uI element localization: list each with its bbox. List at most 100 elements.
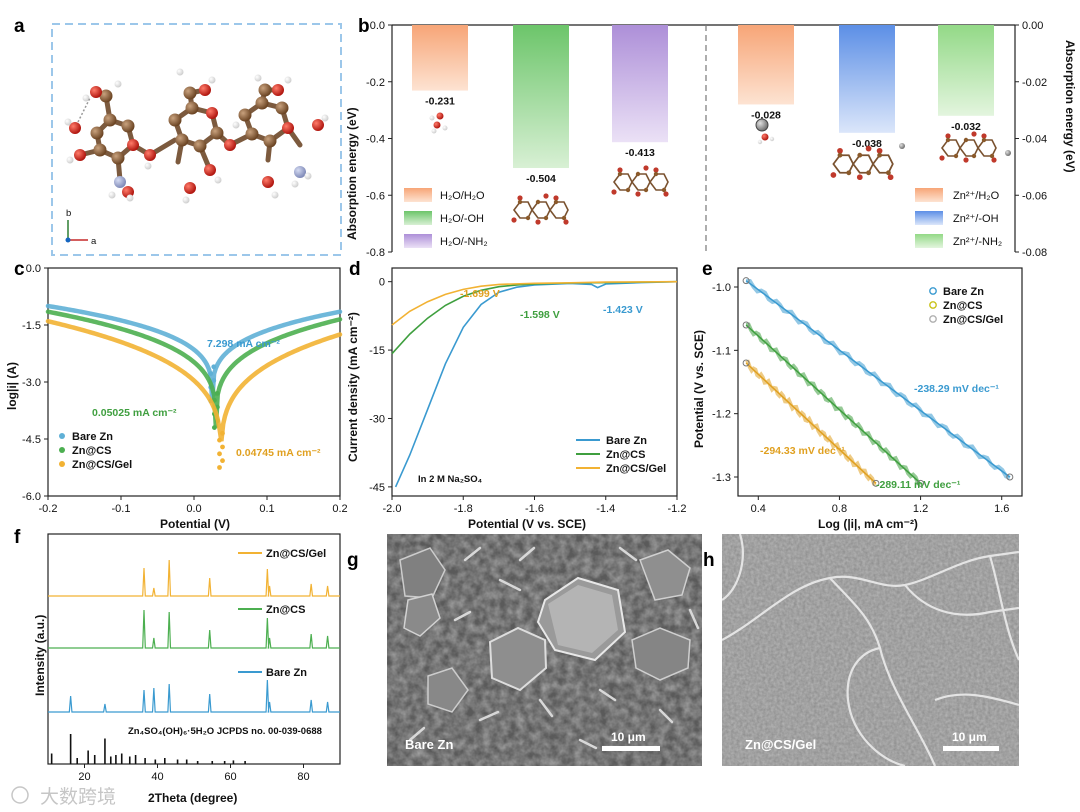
sem-h-scale-label: 10 μm: [952, 730, 987, 744]
b-legend-label: H₂O/-OH: [440, 213, 484, 225]
b-bar-right-1: [839, 25, 895, 133]
e-ytick-label: -1.3: [712, 472, 731, 484]
b-right-ytick-label: -0.08: [1022, 247, 1047, 259]
axis-indicator: b a: [65, 208, 97, 247]
b-left-ytick-label: -0.4: [366, 134, 385, 146]
e-annotation-bare-zn: -238.29 mV dec⁻¹: [914, 383, 999, 395]
f-xtick-label: 60: [224, 771, 236, 783]
c-data-point: [217, 465, 222, 470]
b-right-ytick-label: -0.04: [1022, 134, 1047, 146]
c-xtick-label: 0.1: [259, 503, 274, 515]
f-legend-label: Zn@CS: [266, 604, 305, 616]
e-legend-label: Zn@CS: [943, 300, 982, 312]
sem-g-label: Bare Zn: [405, 737, 453, 752]
f-series-pattern: [48, 559, 340, 597]
e-end-point: [917, 479, 925, 487]
f-series-pattern: [48, 679, 340, 713]
b-legend-label: H₂O/-NH₂: [440, 236, 488, 248]
watermark-text: 大数跨境: [40, 786, 116, 808]
c-legend-marker: [59, 447, 65, 453]
e-ylabel: Potential (V vs. SCE): [692, 330, 706, 448]
e-end-point: [742, 359, 750, 367]
b-ylabel-right: Absorption energy (eV): [1063, 40, 1077, 173]
f-xtick-label: 40: [151, 771, 163, 783]
c-ylabel: log|i| (A): [5, 362, 19, 410]
panel-label-f: f: [14, 527, 21, 548]
panel-label-c: c: [14, 259, 25, 280]
e-ytick-label: -1.2: [712, 409, 731, 421]
d-xtick-label: -1.8: [454, 503, 473, 515]
e-legend-marker: [929, 301, 937, 309]
sem-image-zn-cs-gel: [722, 534, 1019, 766]
b-bar-label: -0.231: [425, 96, 455, 108]
watermark-logo-icon: [11, 786, 29, 804]
c-data-point: [211, 364, 217, 370]
e-xtick-label: 1.2: [913, 503, 928, 515]
d-xtick-label: -2.0: [383, 503, 402, 515]
b-legend-label-right: Zn²⁺/-NH₂: [953, 236, 1002, 248]
c-data-point: [220, 430, 225, 436]
f-legend-label: Zn@CS/Gel: [266, 548, 326, 560]
c-ytick-label: -1.5: [22, 320, 41, 332]
c-xtick-label: -0.1: [112, 503, 131, 515]
b-legend-swatch-right: [915, 188, 943, 202]
b-bar-right-label: -0.038: [852, 138, 882, 150]
sem-g-scale-bar: [602, 746, 660, 751]
c-data-point: [208, 371, 214, 377]
d-annotation-bare-zn: -1.423 V: [603, 304, 643, 316]
c-series-line: [45, 318, 343, 442]
c-legend-label: Zn@CS: [72, 445, 111, 457]
d-xtick-label: -1.4: [596, 503, 615, 515]
e-plot-frame: [737, 267, 1023, 497]
panel-h: h Zn@CS/Gel 10 μm: [703, 534, 1019, 766]
b-right-ytick-label: 0.00: [1022, 20, 1043, 32]
f-ylabel: Intensity (a.u.): [33, 615, 47, 696]
c-legend-label: Bare Zn: [72, 431, 113, 443]
b-bar-label: -0.504: [526, 173, 556, 185]
d-annotation-zn-cs: -1.598 V: [520, 309, 560, 321]
b-ylabel-left: Absorption energy (eV): [345, 107, 359, 240]
e-ytick-label: -1.0: [712, 282, 731, 294]
d-ytick-label: -30: [369, 413, 385, 425]
panel-d: d -2.0 -1.8 -1.6 -1.4 -1.2 0 -15 -30 -45 Potenti…: [346, 259, 686, 531]
c-legend-marker: [59, 461, 65, 467]
f-series-pattern: [48, 609, 340, 649]
c-annotation-zn-cs: 0.05025 mA cm⁻²: [92, 407, 177, 419]
c-annotation-bare-zn: 7.298 mA cm⁻²: [207, 338, 280, 350]
panel-a: a: [14, 16, 342, 256]
d-xtick-label: -1.2: [668, 503, 687, 515]
e-end-point: [872, 479, 880, 487]
e-ytick-label: -1.1: [712, 345, 731, 357]
zn-nh2-molecule-icon: [938, 130, 998, 164]
e-legend-label: Zn@CS/Gel: [943, 314, 1003, 326]
e-fit-line: [745, 280, 1011, 478]
b-legend-swatch-right: [915, 211, 943, 225]
b-legend-swatch: [404, 188, 432, 202]
sem-image-bare-zn: [387, 534, 702, 766]
b-right-ytick-label: -0.02: [1022, 77, 1047, 89]
b-left-ytick-label: -0.2: [366, 77, 385, 89]
b-bar-right-2: [938, 25, 994, 116]
b-left-ytick-label: -0.6: [366, 190, 385, 202]
panel-label-d: d: [349, 259, 361, 280]
b-legend-label: H₂O/H₂O: [440, 190, 485, 202]
d-legend-label: Zn@CS/Gel: [606, 463, 666, 475]
panel-b: b 0.0 -0.2 -0.4 -0.6 -0.8 0.00 -0.02 -0.04 -0.0…: [345, 16, 1077, 259]
c-legend-label: Zn@CS/Gel: [72, 459, 132, 471]
b-bar-right-label: -0.028: [751, 109, 781, 121]
c-ytick-label: 0.0: [26, 263, 41, 275]
c-series-line: [45, 309, 343, 428]
c-data-point: [217, 451, 222, 457]
sem-h-scale-bar: [943, 746, 999, 751]
e-xlabel: Log (|i|, mA cm⁻²): [818, 517, 918, 531]
b-left-ytick-label: 0.0: [370, 20, 385, 32]
b-legend-swatch: [404, 234, 432, 248]
molecule-oh-icon: [510, 192, 570, 226]
b-bar-2: [612, 25, 668, 143]
c-xlabel: Potential (V): [160, 517, 230, 531]
e-annotation-zn-cs: -289.11 mV dec⁻¹: [876, 479, 961, 491]
f-xtick-label: 20: [78, 771, 90, 783]
d-xlabel: Potential (V vs. SCE): [468, 517, 586, 531]
c-xtick-label: 0.0: [186, 503, 201, 515]
e-legend-marker: [929, 315, 937, 323]
